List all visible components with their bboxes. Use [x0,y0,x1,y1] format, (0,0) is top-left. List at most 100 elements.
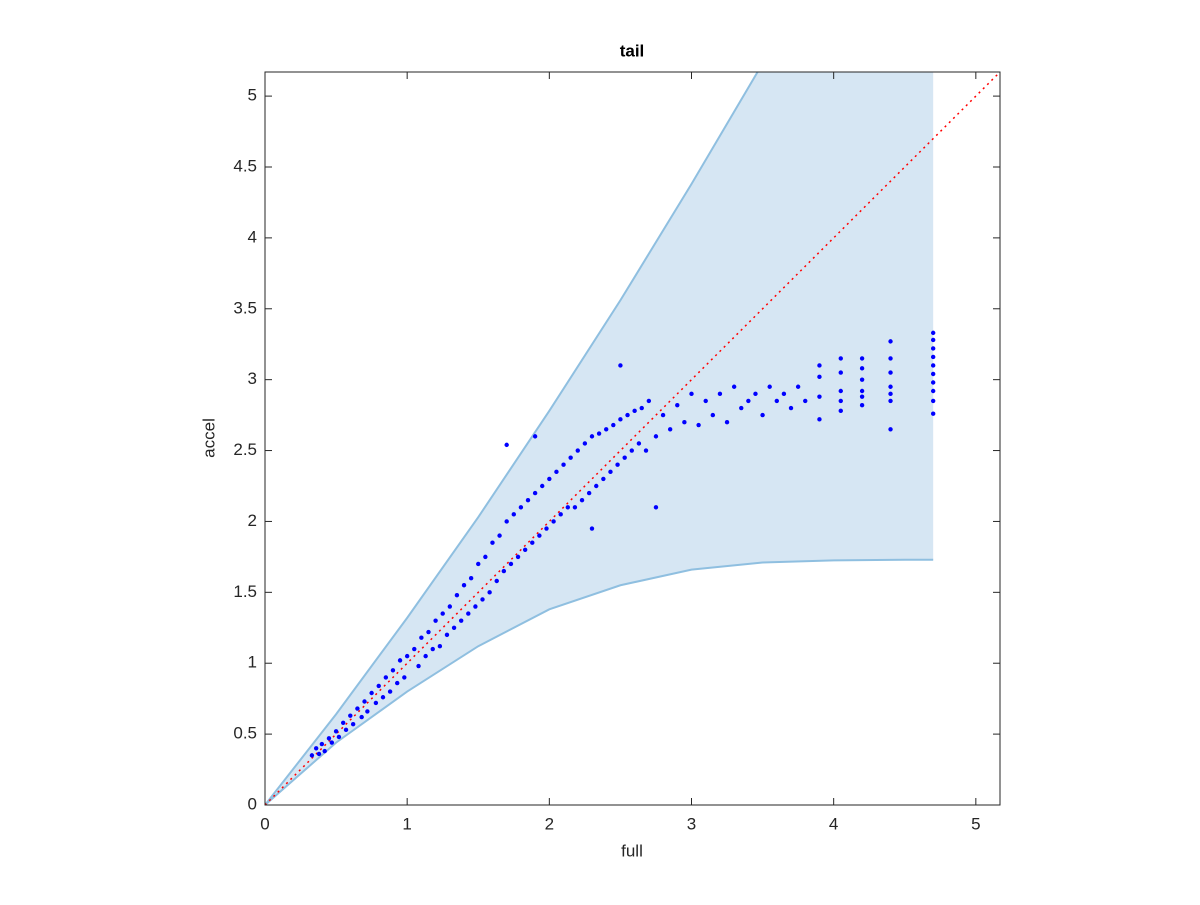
scatter-point [487,590,492,595]
scatter-point [930,346,936,351]
scatter-point [601,476,606,482]
x-tick-label: 4 [829,814,838,833]
scatter-point [412,646,417,652]
y-tick-label: 2 [248,511,257,530]
scatter-point [675,402,680,408]
scatter-point [838,356,843,361]
y-tick-label: 0 [248,794,257,813]
scatter-point [390,668,396,673]
scatter-point [930,337,936,343]
scatter-point [348,713,353,718]
scatter-point [589,526,595,531]
scatter-point [930,411,936,416]
scatter-point [859,388,865,394]
scatter-point [859,394,865,399]
x-tick-label: 3 [687,814,696,833]
reference-line [265,72,1000,805]
scatter-point [551,519,556,524]
scatter-point [930,388,936,394]
scatter-point [397,658,403,663]
scatter-point [532,490,538,496]
scatter-point [504,442,509,448]
scatter-point [480,597,485,602]
scatter-point [795,384,801,389]
scatter-point [717,391,723,397]
y-tick-label: 4.5 [233,156,257,175]
scatter-point [333,729,339,734]
scatter-point [383,675,389,680]
plot-area [265,72,1000,805]
scatter-point [646,398,652,404]
scatter-point [689,391,694,397]
scatter-point [838,408,843,414]
y-tick-label: 2.5 [233,440,257,459]
scatter-point [618,363,623,368]
scatter-point [365,709,370,714]
scatter-point [437,644,443,649]
y-tick-label: 1.5 [233,582,257,601]
scatter-point [930,371,936,377]
scatter-point [888,427,893,432]
scatter-point [530,540,535,545]
y-tick-label: 1 [248,653,257,672]
scatter-point [522,547,528,552]
scatter-point [746,398,751,404]
scatter-point [682,419,687,425]
scatter-point [322,748,327,754]
scatter-point [888,370,893,375]
scatter-point [888,391,893,397]
scatter-point [618,417,623,422]
scatter-point [888,339,893,344]
y-axis-label: accel [199,418,218,458]
scatter-point [419,635,424,640]
scatter-point [817,394,822,399]
scatter-point [859,366,865,371]
scatter-point [767,384,772,389]
axes-box [264,71,1001,806]
scatter-point [930,330,936,336]
scatter-point [596,431,602,436]
scatter-point [653,434,659,439]
scatter-point [547,476,552,482]
scatter-point [309,753,315,758]
scatter-point [589,434,595,439]
y-tick-label: 3 [248,369,257,388]
scatter-point [586,490,592,496]
scatter-point [387,689,393,694]
scatter-point [380,695,386,700]
scatter-point [433,618,438,623]
scatter-point [501,568,507,574]
scatter-point [423,653,428,659]
scatter-point [476,561,481,567]
scatter-point [454,592,460,598]
scatter-point [340,720,346,725]
scatter-point [508,561,514,567]
scatter-point [376,683,381,689]
scatter-point [511,512,516,517]
scatter-point [660,412,666,418]
scatter-point [572,505,578,510]
scatter-point [319,741,325,747]
scatter-point [930,354,936,360]
scatter-point [525,497,531,503]
y-tick-label: 4 [248,227,257,246]
scatter-point [537,533,542,538]
scatter-point [544,526,549,531]
scatter-point [447,604,453,609]
scatter-point [494,578,499,584]
scatter-point [724,419,730,425]
scatter-point [930,380,936,385]
scatter-point [760,412,765,418]
scatter-point [440,611,445,616]
scatter-point [568,455,573,460]
scatter-point [859,402,865,408]
scatter-point [636,441,642,446]
scatter-point [667,427,673,432]
scatter-point [888,398,893,404]
scatter-point [731,384,737,389]
scatter-point [313,746,319,751]
band-upper [265,72,759,805]
scatter-point [625,412,630,418]
scatter-point [615,462,620,467]
